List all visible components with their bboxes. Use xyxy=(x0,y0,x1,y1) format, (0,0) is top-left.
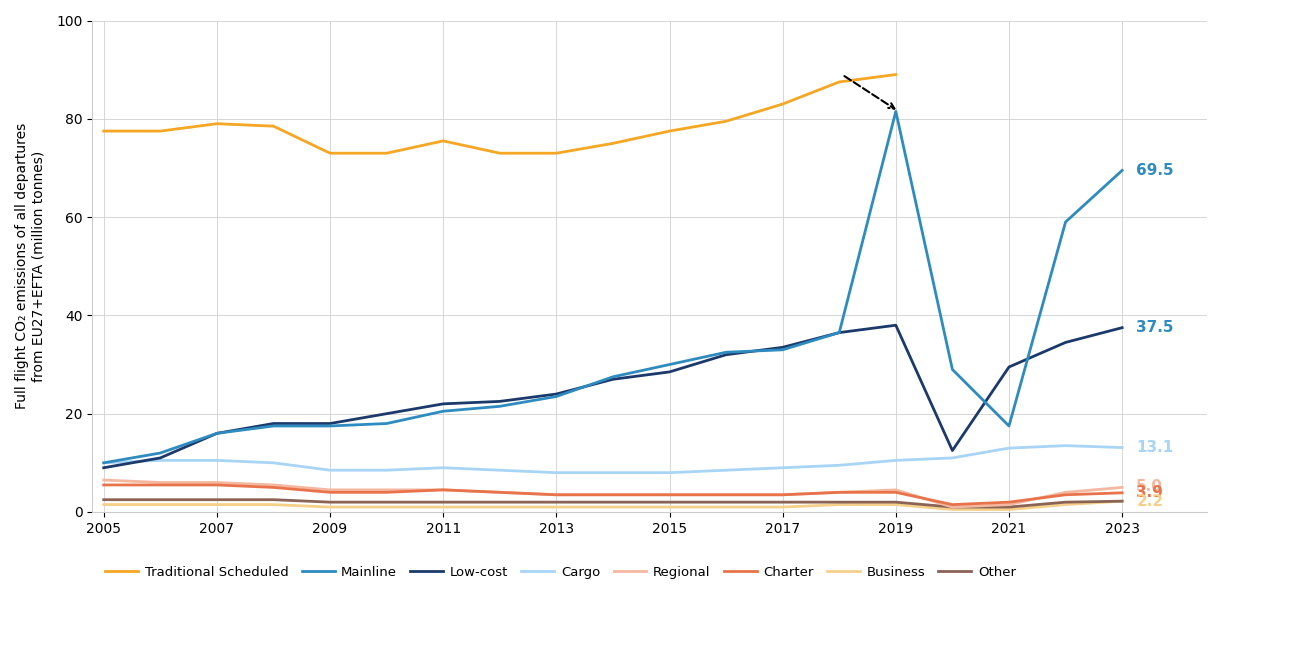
Legend: Traditional Scheduled, Mainline, Low-cost, Cargo, Regional, Charter, Business, O: Traditional Scheduled, Mainline, Low-cos… xyxy=(100,561,1022,584)
Y-axis label: Full flight CO₂ emissions of all departures
from EU27+EFTA (million tonnes): Full flight CO₂ emissions of all departu… xyxy=(16,123,46,410)
Text: 3.9: 3.9 xyxy=(1136,485,1164,501)
Text: 13.1: 13.1 xyxy=(1136,440,1174,455)
Text: 5.0: 5.0 xyxy=(1136,479,1164,494)
Text: 2.2: 2.2 xyxy=(1136,493,1164,509)
Text: 37.5: 37.5 xyxy=(1136,320,1174,335)
Text: 69.5: 69.5 xyxy=(1136,163,1174,178)
